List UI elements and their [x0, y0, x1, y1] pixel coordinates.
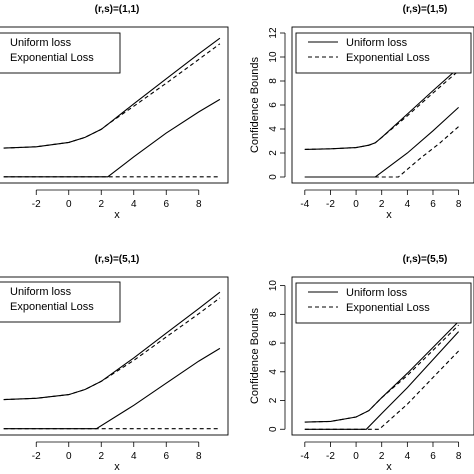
series-line-solid-upper [304, 321, 459, 423]
x-axis-label: x [114, 209, 120, 221]
legend-label: Exponential Loss [10, 301, 94, 313]
legend: Uniform loss Exponential Loss [295, 282, 472, 324]
y-tick-label: 6 [268, 102, 279, 108]
series-line-solid-lower [3, 98, 221, 178]
y-tick-label: 6 [268, 340, 279, 346]
x-tick-label: -2 [326, 199, 335, 210]
legend-label: Uniform loss [346, 37, 408, 49]
legend-label: Exponential Loss [346, 52, 430, 64]
y-tick-label: 0 [268, 426, 279, 432]
y-tick-label: 0 [268, 174, 279, 180]
x-tick-label: 0 [353, 199, 359, 210]
x-tick-label: 8 [196, 199, 202, 210]
x-tick-label: 8 [456, 451, 462, 462]
chart-title: (r,s)=(5,5) [403, 254, 448, 265]
plot-frame [0, 276, 229, 436]
x-tick-label: 8 [456, 199, 462, 210]
series-group [304, 321, 460, 430]
chart-panel-4: (r,s)=(5,5) -4 -2 0 2 4 6 8 x 0 2 4 6 8 10 Confidence B… [249, 254, 474, 473]
series-group [3, 37, 221, 178]
y-axis-label: Confidence Bounds [249, 56, 261, 153]
x-tick-label: 0 [353, 451, 359, 462]
x-tick-label: -4 [300, 451, 309, 462]
chart-title: (r,s)=(5,1) [95, 254, 140, 265]
x-tick-label: 6 [163, 199, 169, 210]
series-line-dashed-upper [304, 70, 459, 150]
series-line-solid-lower [304, 106, 459, 178]
series-line-dashed-upper [3, 43, 221, 149]
legend-label: Uniform loss [346, 287, 408, 299]
y-tick-label: 4 [268, 126, 279, 132]
x-tick-label: 4 [131, 199, 137, 210]
series-group [3, 291, 221, 430]
y-axis-label: Confidence Bounds [249, 307, 261, 404]
y-tick-label: 2 [268, 397, 279, 403]
x-tick-label: 0 [66, 199, 72, 210]
x-tick-label: 4 [405, 199, 411, 210]
x-axis-label: x [386, 461, 392, 473]
x-tick-label: 6 [430, 199, 436, 210]
legend-label: Uniform loss [10, 286, 72, 298]
series-group [304, 67, 459, 178]
chart-title: (r,s)=(1,1) [95, 4, 140, 15]
y-tick-label: 10 [268, 280, 279, 292]
series-line-solid-lower [3, 347, 221, 430]
x-tick-label: 2 [379, 451, 385, 462]
x-tick-label: -2 [32, 199, 41, 210]
legend-box [0, 32, 121, 74]
x-axis-label: x [114, 461, 120, 473]
legend: Uniform loss Exponential Loss [0, 281, 121, 323]
legend-label: Uniform loss [10, 37, 72, 49]
legend-label: Exponential Loss [346, 302, 430, 314]
x-tick-label: -4 [300, 199, 309, 210]
y-tick-label: 2 [268, 150, 279, 156]
y-tick-label: 8 [268, 311, 279, 317]
y-tick-label: 12 [268, 27, 279, 39]
x-tick-label: -2 [32, 451, 41, 462]
y-tick-label: 10 [268, 51, 279, 63]
x-tick-label: 6 [430, 451, 436, 462]
series-line-dashed-upper [3, 297, 221, 401]
chart-panel-2: (r,s)=(1,5) -4 -2 0 2 4 6 8 x 0 2 4 6 8 10 12 Confidence… [249, 4, 474, 221]
chart-title: (r,s)=(1,5) [403, 4, 448, 15]
legend-box [295, 282, 472, 324]
legend: Uniform loss Exponential Loss [0, 32, 121, 74]
y-tick-label: 4 [268, 369, 279, 375]
plot-frame [291, 26, 474, 184]
y-tick-label: 8 [268, 78, 279, 84]
x-axis-label: x [386, 209, 392, 221]
series-line-dashed-upper [304, 324, 459, 423]
x-tick-label: 4 [131, 451, 137, 462]
legend-box [0, 281, 121, 323]
chart-panel-3: (r,s)=(5,1) -2 0 2 4 6 8 x Uniform loss Exponenti… [0, 254, 229, 473]
series-line-dashed-lower [304, 126, 459, 178]
x-tick-label: 0 [66, 451, 72, 462]
x-tick-label: 2 [98, 199, 104, 210]
series-line-solid-lower [304, 331, 460, 430]
chart-panel-1: (r,s)=(1,1) -2 0 2 4 6 8 x Uniform loss Exponenti… [0, 4, 229, 221]
legend-box [295, 32, 472, 74]
series-line-dashed-lower [304, 350, 459, 430]
plot-frame [291, 276, 474, 436]
x-tick-label: 2 [379, 199, 385, 210]
plot-frame [0, 26, 229, 184]
x-tick-label: 4 [405, 451, 411, 462]
x-tick-label: 8 [196, 451, 202, 462]
x-tick-label: 2 [98, 451, 104, 462]
legend: Uniform loss Exponential Loss [295, 32, 472, 74]
legend-label: Exponential Loss [10, 52, 94, 64]
x-tick-label: 6 [163, 451, 169, 462]
x-tick-label: -2 [326, 451, 335, 462]
